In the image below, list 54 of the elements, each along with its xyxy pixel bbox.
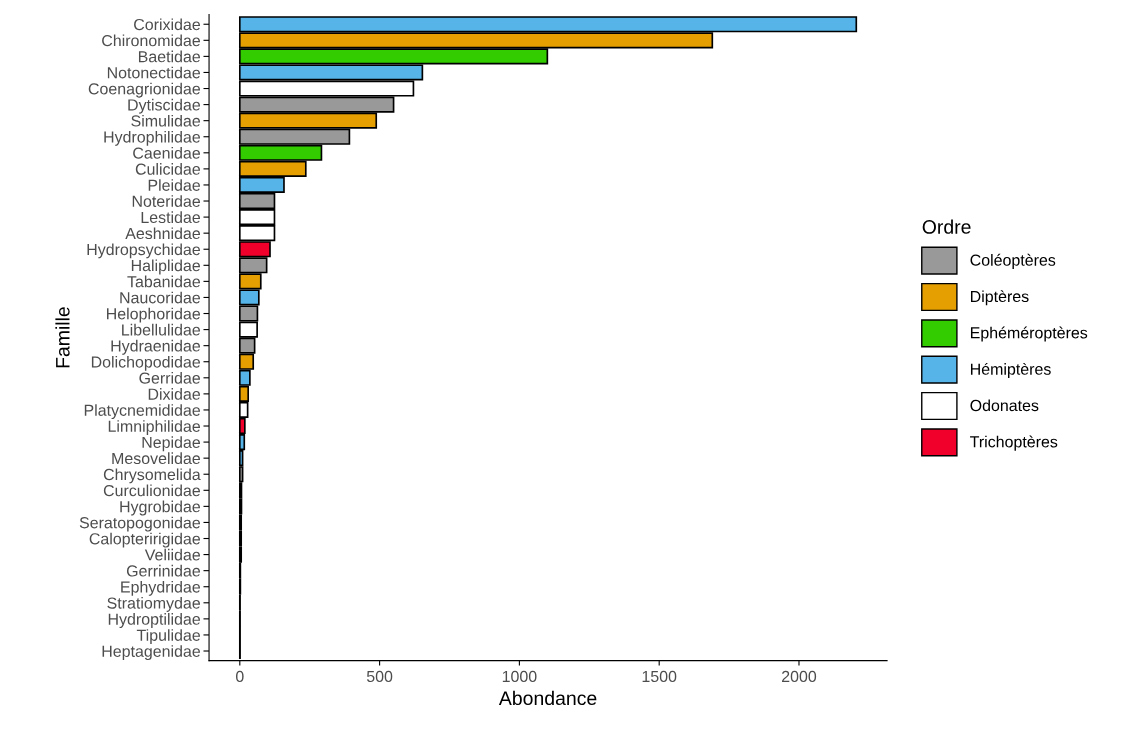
- x-tick-label: 0: [235, 670, 244, 683]
- y-tick-label: Hydropsychidae: [87, 243, 201, 259]
- y-tick-label: Naucoridae: [120, 291, 201, 304]
- y-tick-label: Gerrinidae: [126, 564, 201, 577]
- y-tick-label: Simulidae: [131, 114, 201, 127]
- y-tick-label: Dolichopodidae: [91, 355, 201, 371]
- legend-label: Trichoptères: [970, 435, 1058, 451]
- y-tick-label: Gerridae: [139, 372, 201, 384]
- y-tick-label: Hydroptilidae: [108, 613, 201, 628]
- y-tick-label: Culicidae: [135, 163, 201, 175]
- y-tick-label: Coenagrionidae: [88, 82, 201, 98]
- y-tick-label: Libellulidae: [122, 323, 201, 336]
- legend-title: Ordre: [922, 219, 971, 234]
- y-tick-label: Lestidae: [141, 211, 201, 224]
- y-tick-label: Tipulidae: [136, 629, 201, 645]
- legend-label: Hémiptères: [970, 362, 1051, 378]
- legend-label: Diptères: [970, 290, 1029, 306]
- x-tick-label: 2000: [782, 670, 817, 683]
- y-tick-label: Chrysomelida: [103, 468, 201, 484]
- y-tick-label: Aeshnidae: [125, 227, 201, 240]
- y-tick-label: Caenidae: [133, 147, 201, 159]
- x-tick-label: 1000: [502, 670, 537, 683]
- y-tick-label: Hydrophilidae: [104, 130, 201, 146]
- y-tick-label: Corixidae: [134, 18, 201, 31]
- legend-label: Odonates: [970, 399, 1039, 412]
- y-tick-label: Calopteririgidae: [89, 532, 201, 548]
- y-tick-label: Helophoridae: [107, 307, 201, 323]
- y-tick-label: Baetidae: [138, 50, 201, 63]
- y-tick-label: Veliidae: [144, 548, 201, 561]
- y-tick-label: Seratopogonidae: [79, 516, 201, 532]
- y-tick-label: Pleidae: [148, 179, 201, 191]
- y-tick-label: Hygrobidae: [120, 500, 201, 516]
- x-tick-label: 500: [366, 670, 393, 683]
- legend-label: Coléoptères: [970, 253, 1056, 269]
- y-tick-label: Hydraenidae: [111, 339, 201, 355]
- y-tick-label: Stratiomydae: [107, 597, 201, 612]
- y-tick-label: Noteridae: [132, 195, 201, 207]
- y-tick-label: Dytiscidae: [128, 98, 201, 114]
- y-tick-label: Heptagenidae: [102, 645, 201, 661]
- y-tick-label: Curculionidae: [103, 484, 201, 497]
- y-tick-label: Tabanidae: [127, 275, 201, 288]
- legend-label: Ephéméroptères: [970, 326, 1088, 342]
- y-tick-label: Mesovelidae: [112, 452, 201, 465]
- y-axis-title: Famille: [55, 307, 70, 368]
- y-tick-label: Notonectidae: [107, 66, 201, 79]
- y-tick-label: Ephydridae: [121, 580, 201, 596]
- y-tick-label: Nepidae: [142, 436, 201, 452]
- y-tick-label: Limniphilidae: [108, 420, 201, 436]
- y-tick-label: Dixidae: [148, 388, 201, 400]
- x-axis-title: Abondance: [498, 690, 597, 706]
- x-tick-label: 1500: [642, 670, 677, 683]
- y-tick-label: Chironomidae: [102, 34, 201, 47]
- y-tick-label: Platycnemididae: [84, 404, 201, 420]
- y-tick-label: Haliplidae: [131, 259, 201, 275]
